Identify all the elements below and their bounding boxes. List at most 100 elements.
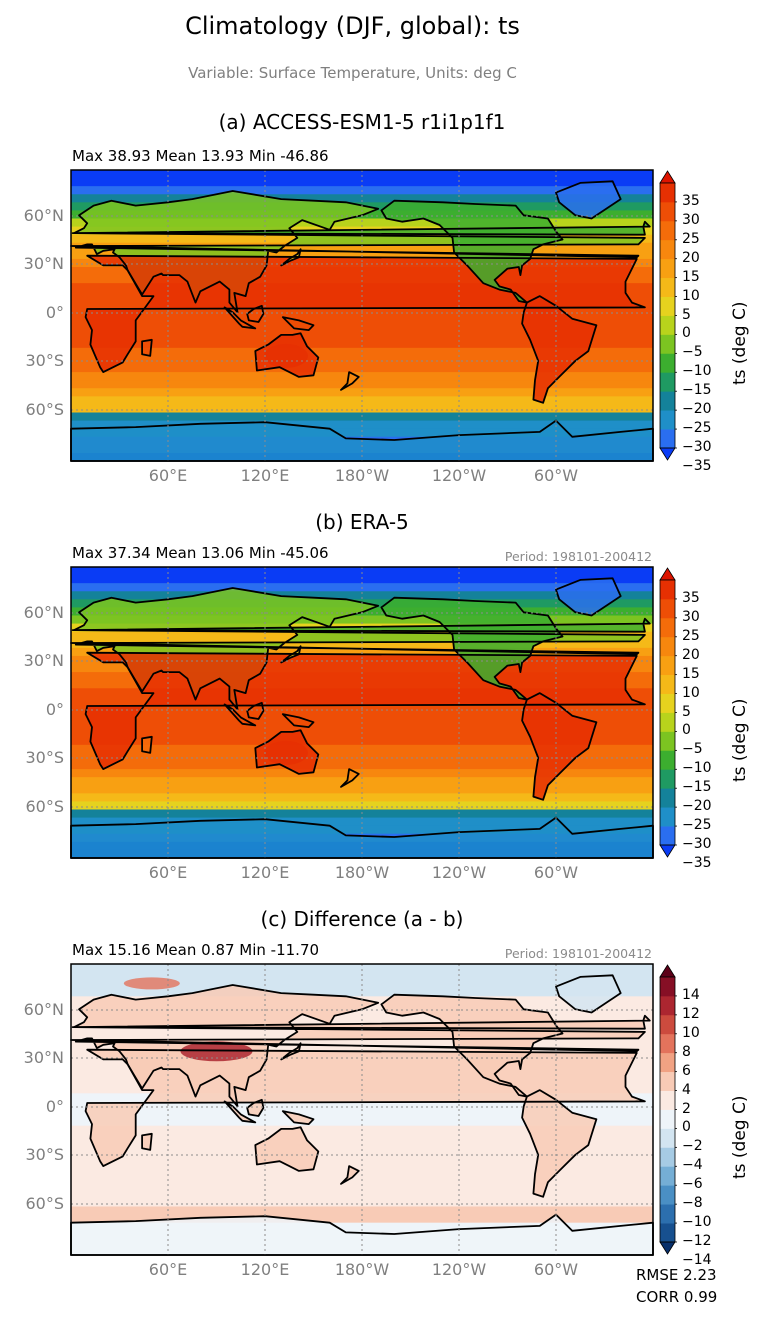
- colorbar-tick-label: −20: [682, 798, 712, 815]
- colorbar-tick-label: −10: [682, 1214, 712, 1231]
- colorbar-tick-label: 25: [682, 230, 700, 247]
- lat-tick-label: 60°N: [23, 603, 64, 622]
- colorbar-segment: [660, 769, 675, 789]
- colorbar-tick-label: 30: [682, 211, 700, 228]
- panel-stats: Max 37.34 Mean 13.06 Min -45.06: [72, 544, 329, 562]
- colorbar-segment: [660, 1090, 675, 1110]
- colorbar-tick-label: 20: [682, 646, 700, 663]
- lon-tick-label: 180°W: [334, 466, 390, 485]
- coastline-indonesia: [223, 703, 257, 727]
- lat-tick-label: 30°N: [23, 254, 64, 273]
- coastline-africa: [84, 1048, 646, 1167]
- land-fill-namerica: [381, 200, 563, 303]
- field-band: [71, 1214, 653, 1224]
- map-panel-1: [70, 566, 654, 859]
- colorbar-segment: [660, 617, 675, 638]
- colorbar-tick-label: −15: [682, 382, 712, 399]
- colorbar-tick-label: 10: [682, 287, 700, 304]
- field-band: [71, 339, 653, 349]
- lon-tick-label: 60°E: [148, 1260, 188, 1279]
- panel-title: (a) ACCESS-ESM1-5 r1i1p1f1: [218, 110, 506, 134]
- colorbar-tick-label: 20: [682, 249, 700, 266]
- colorbar-segment: [660, 1128, 675, 1148]
- colorbar-tick-label: −35: [682, 457, 712, 474]
- colorbar-tick-label: 35: [682, 589, 700, 606]
- lon-tick-label: 60°W: [533, 466, 579, 485]
- coastline-nz: [340, 371, 360, 391]
- colorbar-tick-label: −5: [682, 344, 703, 361]
- coastline-samerica: [521, 295, 598, 404]
- colorbar-tick-label: 30: [682, 608, 700, 625]
- field-band: [71, 380, 653, 389]
- map-frame: [70, 963, 654, 1256]
- coastline-borneo: [246, 1098, 265, 1117]
- colorbar-segment: [660, 391, 675, 411]
- lat-tick-label: 0°: [45, 1097, 64, 1116]
- colorbar-segment: [660, 334, 675, 354]
- colorbar-tick-label: 5: [682, 703, 691, 720]
- colorbar-segment: [660, 258, 675, 279]
- warm-bias-spot: [123, 977, 180, 990]
- field-band: [71, 736, 653, 746]
- colorbar-1: [659, 567, 677, 858]
- colorbar-tick-label: −5: [682, 741, 703, 758]
- field-band: [71, 615, 653, 625]
- lat-tick-label: 30°S: [25, 351, 64, 370]
- lat-tick-label: 30°N: [23, 651, 64, 670]
- field-band: [71, 1133, 653, 1143]
- field-band: [71, 964, 653, 973]
- lat-tick-label: 30°S: [25, 748, 64, 767]
- coastline-japan: [280, 645, 302, 664]
- lat-tick-label: 60°N: [23, 1000, 64, 1019]
- colorbar-tick-label: −2: [682, 1138, 703, 1155]
- field-band: [71, 1036, 653, 1046]
- colorbar-segment: [660, 788, 675, 808]
- field-band: [71, 1198, 653, 1208]
- coastline-indonesia: [223, 306, 257, 330]
- lat-tick-label: 60°N: [23, 206, 64, 225]
- colorbar-segment: [660, 750, 675, 770]
- colorbar-segment: [660, 296, 675, 316]
- colorbar-segment: [660, 1166, 675, 1186]
- colorbar-tick-label: −30: [682, 439, 712, 455]
- lon-tick-label: 120°E: [240, 863, 290, 882]
- land-fill-borneo: [247, 702, 264, 719]
- coastline-greenland: [555, 180, 622, 220]
- land-fill-africa: [85, 1049, 645, 1167]
- lat-tick-label: 0°: [45, 303, 64, 322]
- coastline-africa: [84, 254, 646, 373]
- field-band: [71, 801, 653, 811]
- colorbar-extend-min: [659, 1241, 676, 1255]
- field-band: [71, 1222, 653, 1232]
- coastline-uk: [71, 220, 651, 236]
- colorbar-tick-label: −15: [682, 779, 712, 796]
- colorbar-tick-label: 8: [682, 1043, 691, 1060]
- field-band: [71, 170, 653, 179]
- field-band: [71, 988, 653, 997]
- colorbar-tick-label: −12: [682, 1233, 712, 1249]
- colorbar-segment: [660, 977, 675, 997]
- colorbar-tick-label: −6: [682, 1176, 703, 1193]
- colorbar-segment: [660, 1014, 675, 1035]
- coastline-australia: [254, 332, 320, 378]
- colorbar-segment: [660, 1223, 675, 1243]
- colorbar-tick-label: −25: [682, 420, 712, 437]
- colorbar-2: [659, 964, 677, 1255]
- field-band: [71, 1109, 653, 1119]
- colorbar-segment: [660, 239, 675, 260]
- map-frame: [70, 169, 654, 462]
- lat-tick-label: 30°N: [23, 1048, 64, 1067]
- field-band: [71, 744, 653, 754]
- panel-stats: Max 15.16 Mean 0.87 Min -11.70: [72, 941, 320, 959]
- coastline-newguinea: [281, 713, 315, 728]
- hot-spot: [264, 740, 309, 765]
- land-fill-namerica: [381, 597, 563, 700]
- field-band: [71, 720, 653, 730]
- colorbar-segment: [660, 807, 675, 827]
- field-band: [71, 785, 653, 794]
- colorbar-tick-label: −10: [682, 760, 712, 777]
- lat-tick-label: 60°S: [25, 400, 64, 419]
- field-band: [71, 825, 653, 835]
- colorbar-segment: [660, 183, 675, 203]
- field-band: [71, 323, 653, 333]
